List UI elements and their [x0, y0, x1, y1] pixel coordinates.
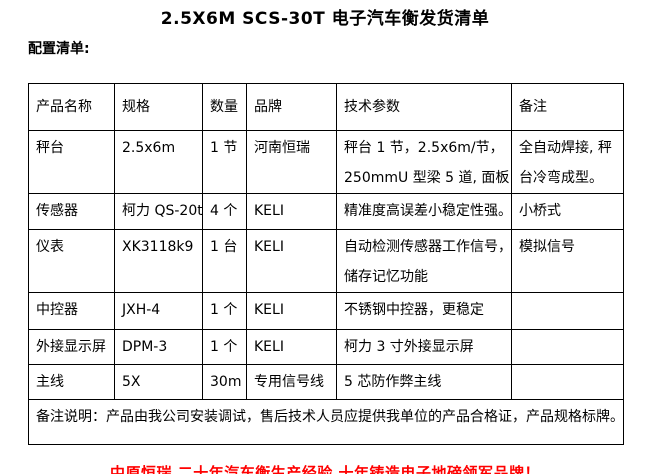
cell-product-name: 仪表 — [28, 229, 115, 293]
cell-product-name: 传感器 — [28, 193, 115, 230]
header-product-name: 产品名称 — [28, 83, 115, 131]
cell-brand: KELI — [246, 193, 337, 230]
tech-param-line: 250mmU 型梁 5 道, 面板 8mm — [344, 170, 511, 186]
cell-tech-params: 秤台 1 节，2.5x6m/节， 250mmU 型梁 5 道, 面板 8mm — [336, 130, 512, 194]
header-brand: 品牌 — [246, 83, 337, 131]
cell-product-name: 外接显示屏 — [28, 329, 115, 365]
cell-remark — [511, 329, 624, 365]
table-header-row: 产品名称 规格 数量 品牌 技术参数 备注 — [28, 83, 624, 131]
tech-param-line: 柯力 3 寸外接显示屏 — [344, 339, 474, 355]
cell-spec: JXH-4 — [114, 292, 203, 330]
cell-remark: 模拟信号 — [511, 229, 624, 293]
cell-quantity: 1 节 — [202, 130, 247, 194]
config-table: 产品名称 规格 数量 品牌 技术参数 备注 秤台 2.5x6m 1 节 河南恒瑞… — [28, 83, 624, 445]
cell-spec: XK3118k9 — [114, 229, 203, 293]
cell-quantity: 4 个 — [202, 193, 247, 230]
table-row-indicator: 仪表 XK3118k9 1 台 KELI 自动检测传感器工作信号， 储存记忆功能… — [28, 229, 624, 293]
footer-note: 备注说明：产品由我公司安装调试，售后技术人员应提供我单位的产品合格证，产品规格标… — [28, 399, 624, 445]
tech-param-line: 自动检测传感器工作信号， — [344, 239, 512, 255]
config-list-label: 配置清单: — [28, 41, 90, 57]
cell-quantity: 30m — [202, 364, 247, 400]
cell-remark — [511, 292, 624, 330]
remark-line: 台冷弯成型。 — [519, 170, 603, 186]
tech-param-line: 储存记忆功能 — [344, 269, 428, 285]
cell-spec: 柯力 QS-20t — [114, 193, 203, 230]
tech-param-line: 精准度高误差小稳定性强。 — [344, 203, 512, 219]
page-title: 2.5X6M SCS-30T 电子汽车衡发货清单 — [160, 9, 490, 29]
cell-spec: DPM-3 — [114, 329, 203, 365]
header-quantity: 数量 — [202, 83, 247, 131]
cell-quantity: 1 个 — [202, 329, 247, 365]
footer-slogan: 中原恒瑞 二十年汽车衡生产经验 十年铸造电子地磅领军品牌！ — [110, 464, 540, 474]
cell-product-name: 秤台 — [28, 130, 115, 194]
cell-brand: 河南恒瑞 — [246, 130, 337, 194]
cell-brand: KELI — [246, 229, 337, 293]
cell-tech-params: 精准度高误差小稳定性强。 — [336, 193, 512, 230]
cell-remark: 全自动焊接, 秤 台冷弯成型。 — [511, 130, 624, 194]
tech-param-line: 5 芯防作弊主线 — [344, 374, 442, 390]
cell-tech-params: 柯力 3 寸外接显示屏 — [336, 329, 512, 365]
cell-spec: 2.5x6m — [114, 130, 203, 194]
table-row-main-cable: 主线 5X 30m 专用信号线 5 芯防作弊主线 — [28, 364, 624, 400]
table-row-external-display: 外接显示屏 DPM-3 1 个 KELI 柯力 3 寸外接显示屏 — [28, 329, 624, 365]
cell-remark — [511, 364, 624, 400]
cell-tech-params: 5 芯防作弊主线 — [336, 364, 512, 400]
tech-param-line: 秤台 1 节，2.5x6m/节， — [344, 140, 504, 156]
cell-brand: KELI — [246, 329, 337, 365]
cell-product-name: 主线 — [28, 364, 115, 400]
tech-param-line: 不锈钢中控器，更稳定 — [344, 302, 484, 318]
header-spec: 规格 — [114, 83, 203, 131]
cell-remark: 小桥式 — [511, 193, 624, 230]
remark-line: 全自动焊接, 秤 — [519, 140, 612, 156]
cell-quantity: 1 台 — [202, 229, 247, 293]
header-tech-params: 技术参数 — [336, 83, 512, 131]
header-remark: 备注 — [511, 83, 624, 131]
table-row-scale-platform: 秤台 2.5x6m 1 节 河南恒瑞 秤台 1 节，2.5x6m/节， 250m… — [28, 130, 624, 194]
table-footer-note-row: 备注说明：产品由我公司安装调试，售后技术人员应提供我单位的产品合格证，产品规格标… — [28, 399, 624, 445]
table-row-junction-box: 中控器 JXH-4 1 个 KELI 不锈钢中控器，更稳定 — [28, 292, 624, 330]
cell-tech-params: 不锈钢中控器，更稳定 — [336, 292, 512, 330]
cell-brand: 专用信号线 — [246, 364, 337, 400]
cell-product-name: 中控器 — [28, 292, 115, 330]
cell-spec: 5X — [114, 364, 203, 400]
cell-tech-params: 自动检测传感器工作信号， 储存记忆功能 — [336, 229, 512, 293]
cell-quantity: 1 个 — [202, 292, 247, 330]
table-row-sensor: 传感器 柯力 QS-20t 4 个 KELI 精准度高误差小稳定性强。 小桥式 — [28, 193, 624, 230]
cell-brand: KELI — [246, 292, 337, 330]
